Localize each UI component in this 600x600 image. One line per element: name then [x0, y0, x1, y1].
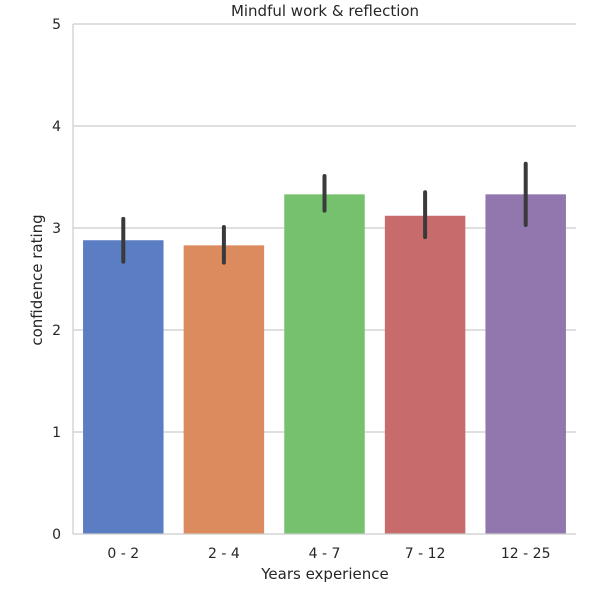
y-tick-labels: 0 1 2 3 4 5 [52, 17, 61, 543]
y-tick-label: 5 [52, 17, 61, 33]
bar-0-2 [83, 240, 164, 535]
x-tick-labels: 0 - 2 2 - 4 4 - 7 7 - 12 12 - 25 [107, 546, 550, 562]
bar-12-25 [485, 194, 566, 534]
x-tick-label: 2 - 4 [208, 546, 240, 562]
bar-4-7 [284, 194, 365, 534]
x-tick-label: 0 - 2 [107, 546, 139, 562]
y-tick-label: 0 [52, 527, 61, 543]
axes [72, 24, 576, 535]
y-axis-label: confidence rating [28, 214, 46, 345]
x-tick-label: 7 - 12 [405, 546, 446, 562]
y-tick-label: 2 [52, 323, 61, 339]
bar-2-4 [183, 245, 265, 534]
bar-7-12 [384, 215, 466, 534]
x-tick-label: 12 - 25 [501, 546, 551, 562]
error-bars [121, 161, 528, 265]
x-axis-label: Years experience [260, 565, 388, 583]
bars [83, 194, 566, 535]
y-tick-label: 4 [52, 119, 61, 135]
chart-title: Mindful work & reflection [231, 2, 419, 20]
x-tick-label: 4 - 7 [309, 546, 341, 562]
y-tick-label: 3 [52, 221, 61, 237]
y-tick-label: 1 [52, 425, 61, 441]
